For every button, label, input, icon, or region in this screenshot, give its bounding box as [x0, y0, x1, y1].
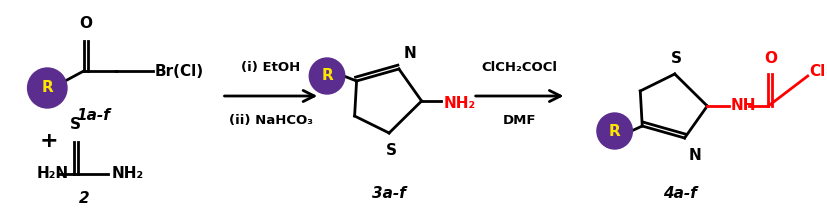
Text: N: N [689, 148, 701, 163]
Circle shape [309, 58, 345, 94]
Text: 3a-f: 3a-f [372, 186, 406, 201]
Text: (i) EtOH: (i) EtOH [241, 61, 300, 74]
Text: S: S [385, 143, 397, 158]
Text: O: O [79, 16, 92, 31]
Circle shape [597, 113, 633, 149]
Text: +: + [40, 131, 59, 151]
Text: S: S [70, 117, 81, 132]
Text: 2: 2 [79, 191, 89, 206]
Text: R: R [41, 81, 53, 95]
Text: N: N [404, 46, 417, 61]
Text: (ii) NaHCO₃: (ii) NaHCO₃ [229, 114, 313, 127]
Text: R: R [609, 124, 620, 138]
Text: NH₂: NH₂ [443, 95, 476, 111]
Text: NH₂: NH₂ [112, 167, 143, 181]
Text: Br(Cl): Br(Cl) [155, 64, 203, 78]
Text: H₂N: H₂N [36, 167, 69, 181]
Text: NH: NH [731, 98, 757, 113]
Text: ClCH₂COCl: ClCH₂COCl [481, 61, 557, 74]
Text: Cl: Cl [810, 64, 826, 78]
Text: DMF: DMF [503, 114, 537, 127]
Circle shape [27, 68, 67, 108]
Text: S: S [672, 51, 682, 66]
Text: O: O [764, 51, 777, 66]
Text: 1a-f: 1a-f [77, 108, 111, 124]
Text: R: R [321, 68, 333, 84]
Text: 4a-f: 4a-f [662, 186, 696, 201]
